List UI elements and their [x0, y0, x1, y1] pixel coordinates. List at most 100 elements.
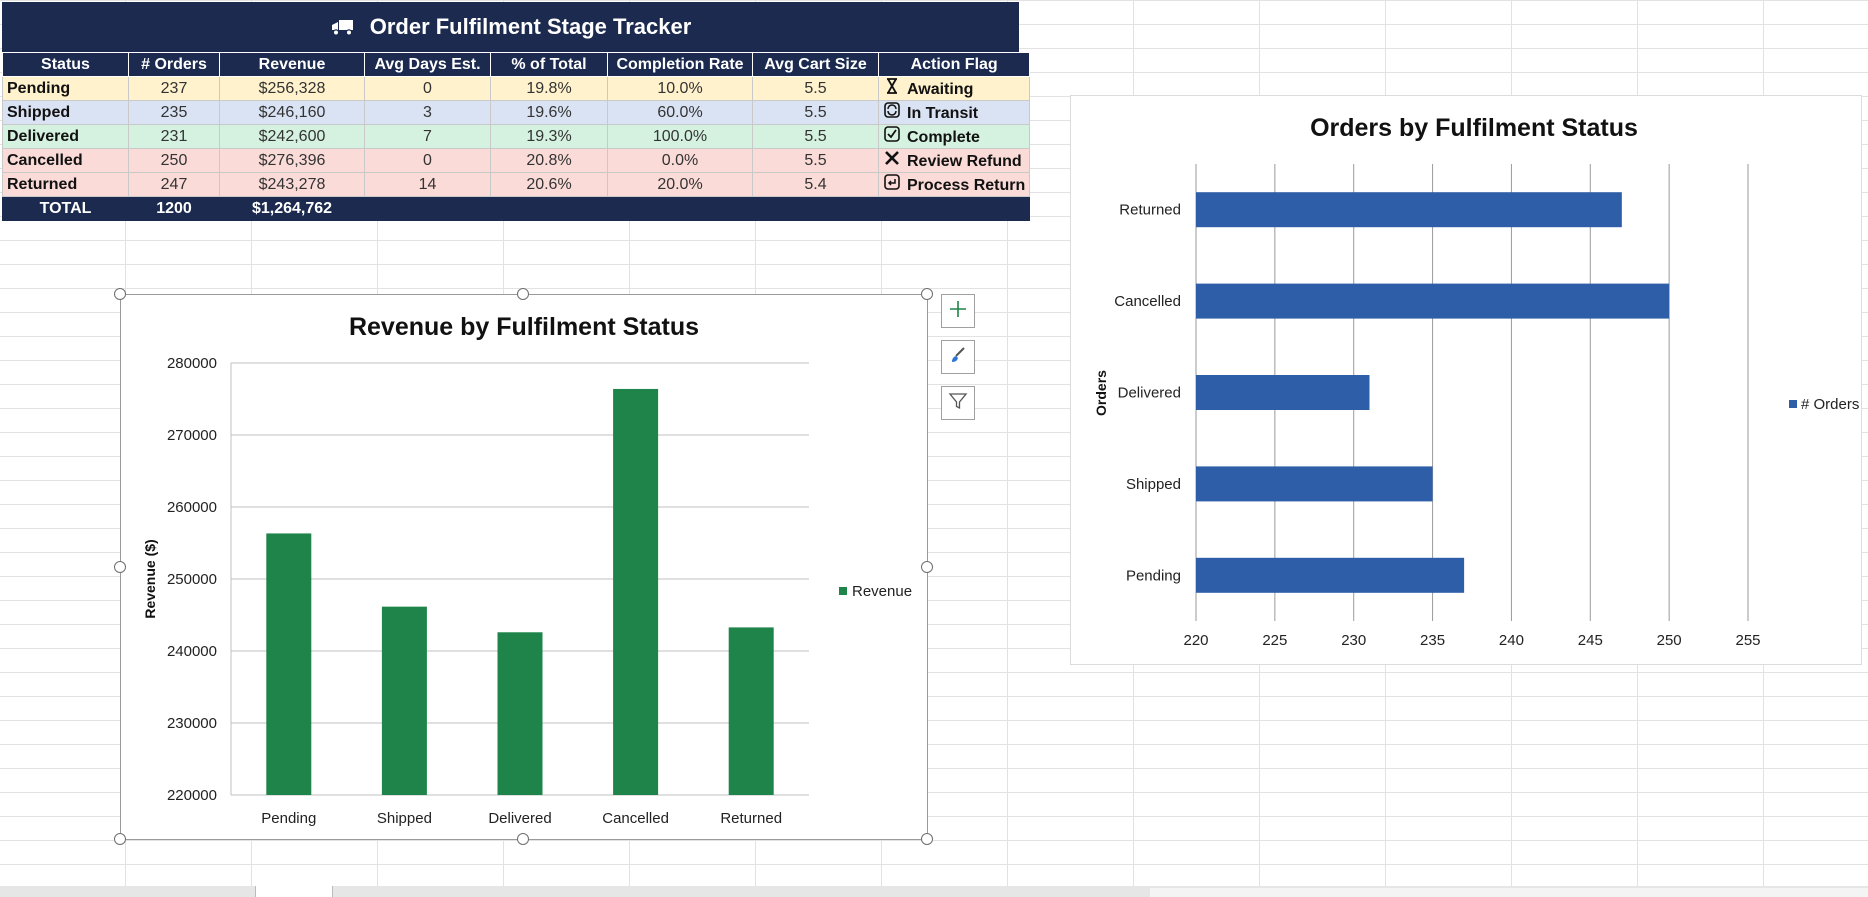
- total-label[interactable]: TOTAL: [2, 196, 129, 221]
- avg-days-cell[interactable]: 0: [364, 148, 491, 173]
- action-flag-label: Process Return: [907, 177, 1026, 194]
- action-flag-cell[interactable]: Process Return: [877, 172, 1031, 197]
- total-orders[interactable]: 1200: [128, 196, 220, 221]
- action-flag-label: Complete: [907, 129, 980, 146]
- status-cell[interactable]: Delivered: [2, 124, 129, 149]
- completion-rate-cell[interactable]: 20.0%: [607, 172, 753, 197]
- chart-title: Orders by Fulfilment Status: [1310, 114, 1638, 142]
- resize-handle-top-left[interactable]: [114, 288, 126, 300]
- resize-handle-bottom[interactable]: [517, 833, 529, 845]
- status-cell[interactable]: Shipped: [2, 100, 129, 125]
- orders-cell[interactable]: 237: [128, 76, 220, 101]
- legend-swatch: [1789, 400, 1797, 408]
- completion-rate-cell[interactable]: 60.0%: [607, 100, 753, 125]
- pct-total-cell[interactable]: 20.8%: [490, 148, 608, 173]
- y-tick-label: 250000: [167, 571, 217, 588]
- orders-chart[interactable]: Orders by Fulfilment Status 220 225 230 235 2…: [1070, 95, 1862, 665]
- column-header-orders: # Orders: [128, 52, 220, 77]
- column-header-action-flag: Action Flag: [877, 52, 1031, 77]
- avg-cart-cell[interactable]: 5.4: [752, 172, 879, 197]
- action-flag-label: In Transit: [907, 105, 979, 122]
- orders-cell[interactable]: 231: [128, 124, 220, 149]
- resize-handle-bottom-left[interactable]: [114, 833, 126, 845]
- total-revenue[interactable]: $1,264,762: [219, 196, 365, 221]
- table-header-row: Status # Orders Revenue Avg Days Est.% of T…: [2, 52, 1031, 77]
- y-tick-label: Cancelled: [1114, 293, 1181, 310]
- avg-days-cell[interactable]: 7: [364, 124, 491, 149]
- total-empty-cell[interactable]: [364, 196, 491, 221]
- total-empty-cell[interactable]: [877, 196, 1031, 221]
- action-flag-cell[interactable]: In Transit: [877, 100, 1031, 125]
- completion-rate-cell[interactable]: 10.0%: [607, 76, 753, 101]
- pct-total-cell[interactable]: 19.8%: [490, 76, 608, 101]
- pct-total-cell[interactable]: 19.6%: [490, 100, 608, 125]
- avg-cart-cell[interactable]: 5.5: [752, 148, 879, 173]
- revenue-cell[interactable]: $256,328: [219, 76, 365, 101]
- bar-returned: [728, 627, 774, 795]
- x-tick-label: 220: [1183, 632, 1208, 649]
- orders-cell[interactable]: 250: [128, 148, 220, 173]
- revenue-cell[interactable]: $243,278: [219, 172, 365, 197]
- status-cell[interactable]: Returned: [2, 172, 129, 197]
- orders-cell[interactable]: 235: [128, 100, 220, 125]
- horizontal-scrollbar[interactable]: [1150, 888, 1868, 897]
- bar-returned: [1196, 192, 1622, 228]
- chart-styles-button[interactable]: [941, 340, 975, 374]
- x-tick-label: Delivered: [488, 810, 551, 827]
- bar-shipped: [1196, 466, 1433, 502]
- revenue-chart-svg: Revenue by Fulfilment Status 220000 230000…: [142, 313, 912, 827]
- x-tick-label: 225: [1262, 632, 1287, 649]
- action-flag-cell[interactable]: Complete: [877, 124, 1031, 149]
- tracker-title-bar: Order Fulfilment Stage Tracker: [2, 2, 1019, 52]
- orders-cell[interactable]: 247: [128, 172, 220, 197]
- y-tick-label: 270000: [167, 427, 217, 444]
- avg-days-cell[interactable]: 3: [364, 100, 491, 125]
- total-empty-cell[interactable]: [490, 196, 608, 221]
- resize-handle-bottom-right[interactable]: [921, 833, 933, 845]
- avg-days-cell[interactable]: 0: [364, 76, 491, 101]
- tracker-table: Status # Orders Revenue Avg Days Est.% of T…: [2, 52, 1031, 221]
- x-tick-label: 230: [1341, 632, 1366, 649]
- resize-handle-left[interactable]: [114, 561, 126, 573]
- resize-handle-right[interactable]: [921, 561, 933, 573]
- active-sheet-tab[interactable]: [255, 886, 333, 897]
- table-row: Delivered 231 $242,600 7 19.3% 100.0% 5.5 Compl…: [2, 124, 1031, 149]
- tracker-title: Order Fulfilment Stage Tracker: [369, 14, 692, 39]
- chart-title: Revenue by Fulfilment Status: [349, 313, 699, 341]
- completion-rate-cell[interactable]: 100.0%: [607, 124, 753, 149]
- hourglass-icon: [883, 78, 901, 98]
- pct-total-cell[interactable]: 19.3%: [490, 124, 608, 149]
- resize-handle-top-right[interactable]: [921, 288, 933, 300]
- action-flag-label: Awaiting: [907, 81, 974, 98]
- avg-cart-cell[interactable]: 5.5: [752, 100, 879, 125]
- avg-cart-cell[interactable]: 5.5: [752, 124, 879, 149]
- x-tick-label: Cancelled: [602, 810, 669, 827]
- bar-cancelled: [613, 388, 659, 795]
- column-header-pct-total: % of Total: [490, 52, 608, 77]
- chart-filters-button[interactable]: [941, 386, 975, 420]
- bar-cancelled: [1196, 283, 1670, 319]
- chart-elements-button[interactable]: [941, 294, 975, 328]
- bar-delivered: [497, 632, 543, 795]
- brush-icon: [948, 345, 968, 370]
- completion-rate-cell[interactable]: 0.0%: [607, 148, 753, 173]
- pct-total-cell[interactable]: 20.6%: [490, 172, 608, 197]
- avg-cart-cell[interactable]: 5.5: [752, 76, 879, 101]
- refresh-icon: [883, 102, 901, 122]
- avg-days-cell[interactable]: 14: [364, 172, 491, 197]
- revenue-cell[interactable]: $242,600: [219, 124, 365, 149]
- revenue-chart[interactable]: Revenue by Fulfilment Status 220000 230000…: [120, 294, 928, 840]
- action-flag-cell[interactable]: Review Refund: [877, 148, 1031, 173]
- truck-icon: [330, 17, 356, 37]
- revenue-cell[interactable]: $276,396: [219, 148, 365, 173]
- orders-chart-svg: Orders by Fulfilment Status 220 225 230 235 2…: [1093, 114, 1859, 649]
- total-row: TOTAL 1200 $1,264,762: [2, 196, 1031, 221]
- total-empty-cell[interactable]: [607, 196, 753, 221]
- x-tick-label: 245: [1578, 632, 1603, 649]
- action-flag-cell[interactable]: Awaiting: [877, 76, 1031, 101]
- status-cell[interactable]: Pending: [2, 76, 129, 101]
- revenue-cell[interactable]: $246,160: [219, 100, 365, 125]
- total-empty-cell[interactable]: [752, 196, 879, 221]
- resize-handle-top[interactable]: [517, 288, 529, 300]
- status-cell[interactable]: Cancelled: [2, 148, 129, 173]
